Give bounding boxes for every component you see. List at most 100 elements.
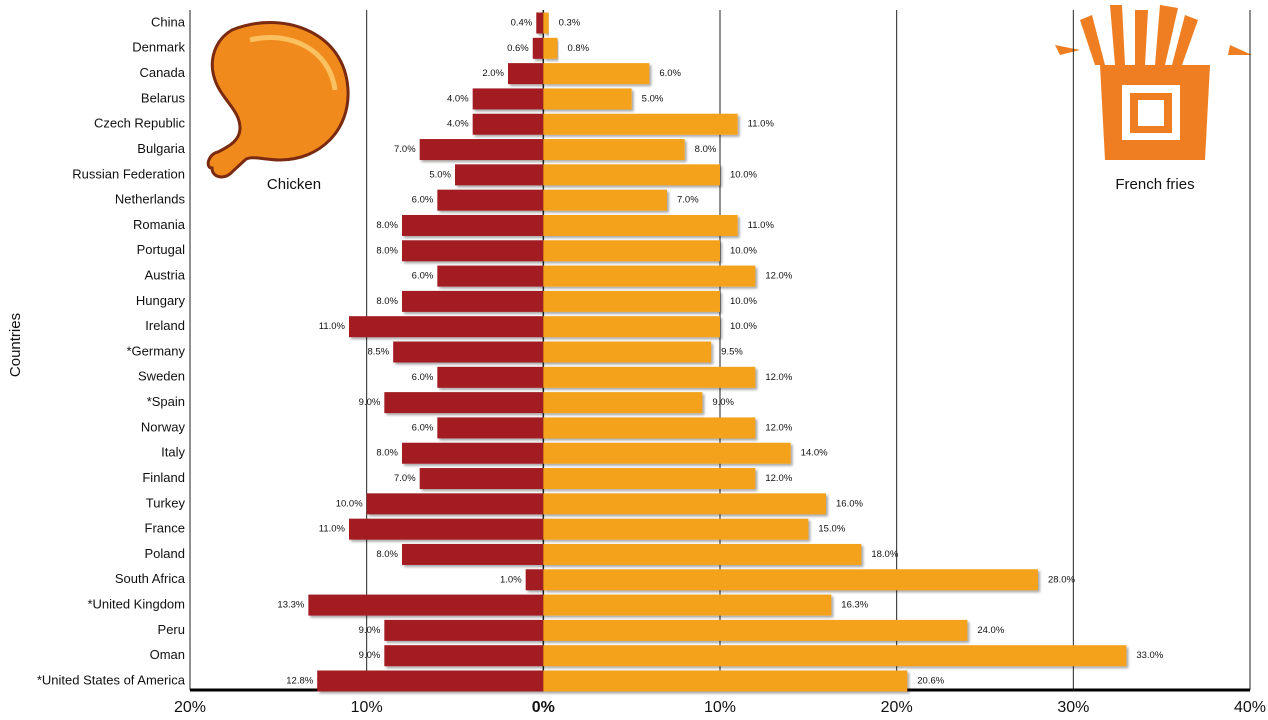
bar xyxy=(543,417,756,439)
bar xyxy=(419,139,544,161)
value-label: 13.3% xyxy=(277,600,304,611)
category-label: Sweden xyxy=(138,369,185,384)
value-label: 11.0% xyxy=(748,119,775,130)
bar xyxy=(543,139,685,161)
value-label: 6.0% xyxy=(412,372,434,383)
category-label: Bulgaria xyxy=(137,141,185,156)
category-label: France xyxy=(145,521,185,536)
bar xyxy=(543,670,908,692)
bar xyxy=(384,392,544,414)
value-label: 9.0% xyxy=(359,397,381,408)
bar xyxy=(455,164,544,186)
value-label: 8.0% xyxy=(695,144,717,155)
value-label: 2.0% xyxy=(482,68,504,79)
bar xyxy=(536,12,544,34)
bar xyxy=(472,113,544,135)
category-label: Canada xyxy=(139,65,185,80)
bar xyxy=(349,518,544,540)
value-label: 16.0% xyxy=(836,498,863,509)
value-label: 33.0% xyxy=(1136,650,1163,661)
bar xyxy=(393,341,544,363)
x-tick-label: 40% xyxy=(1234,699,1266,716)
value-label: 0.6% xyxy=(507,43,529,54)
value-label: 5.0% xyxy=(642,93,664,104)
bar xyxy=(543,543,862,565)
category-label: Netherlands xyxy=(115,192,186,207)
value-label: 11.0% xyxy=(319,524,346,535)
value-label: 12.0% xyxy=(765,422,792,433)
value-label: 10.0% xyxy=(730,169,757,180)
bar xyxy=(543,341,712,363)
value-label: 8.5% xyxy=(368,347,390,358)
value-label: 24.0% xyxy=(977,625,1004,636)
category-label: Norway xyxy=(141,419,186,434)
category-label: South Africa xyxy=(115,571,186,586)
bar xyxy=(532,37,544,59)
bar xyxy=(543,366,756,388)
value-label: 4.0% xyxy=(447,119,469,130)
x-tick-label: 30% xyxy=(1057,699,1089,716)
value-label: 11.0% xyxy=(748,220,775,231)
bar xyxy=(437,417,544,439)
value-label: 12.0% xyxy=(765,271,792,282)
x-tick-label: 10% xyxy=(704,699,736,716)
bar xyxy=(508,63,544,85)
category-label: Finland xyxy=(142,470,185,485)
bar xyxy=(543,594,832,616)
x-tick-label: 0% xyxy=(532,699,555,716)
value-label: 8.0% xyxy=(376,448,398,459)
value-label: 7.0% xyxy=(394,144,416,155)
bar xyxy=(543,63,650,85)
x-tick-label: 20% xyxy=(881,699,913,716)
bar xyxy=(543,88,632,110)
value-label: 10.0% xyxy=(730,296,757,307)
bar xyxy=(543,214,738,236)
bar xyxy=(472,88,544,110)
value-label: 1.0% xyxy=(500,574,522,585)
bar xyxy=(437,265,544,287)
value-label: 12.0% xyxy=(765,473,792,484)
category-label: *United Kingdom xyxy=(87,597,185,612)
bar xyxy=(543,113,738,135)
category-label: Austria xyxy=(145,268,186,283)
value-label: 12.0% xyxy=(765,372,792,383)
bar xyxy=(543,316,720,338)
category-label: Belarus xyxy=(141,90,186,105)
value-label: 9.0% xyxy=(359,650,381,661)
bar xyxy=(366,493,544,515)
category-label: *United States of America xyxy=(37,672,186,687)
legend-label: French fries xyxy=(1115,176,1194,193)
category-label: Turkey xyxy=(146,495,186,510)
category-label: Ireland xyxy=(145,318,185,333)
category-label: Italy xyxy=(161,445,185,460)
bar xyxy=(437,366,544,388)
value-label: 10.0% xyxy=(730,321,757,332)
bar xyxy=(543,619,968,641)
value-label: 8.0% xyxy=(376,245,398,256)
value-label: 16.3% xyxy=(841,600,868,611)
value-label: 8.0% xyxy=(376,220,398,231)
bar xyxy=(543,164,720,186)
bar xyxy=(543,569,1038,591)
bar xyxy=(543,392,703,414)
value-label: 5.0% xyxy=(429,169,451,180)
bar xyxy=(543,518,809,540)
value-label: 11.0% xyxy=(319,321,346,332)
category-label: Peru xyxy=(158,622,185,637)
bar xyxy=(308,594,544,616)
value-label: 0.3% xyxy=(559,18,581,29)
value-label: 6.0% xyxy=(412,422,434,433)
bar xyxy=(419,468,544,490)
value-label: 9.0% xyxy=(359,625,381,636)
category-label: Portugal xyxy=(137,242,186,257)
bar xyxy=(543,442,791,464)
bar xyxy=(402,543,544,565)
value-label: 8.0% xyxy=(376,296,398,307)
bar xyxy=(402,290,544,312)
bar xyxy=(525,569,544,591)
value-label: 10.0% xyxy=(730,245,757,256)
bar xyxy=(543,189,667,211)
x-tick-label: 20% xyxy=(174,699,206,716)
